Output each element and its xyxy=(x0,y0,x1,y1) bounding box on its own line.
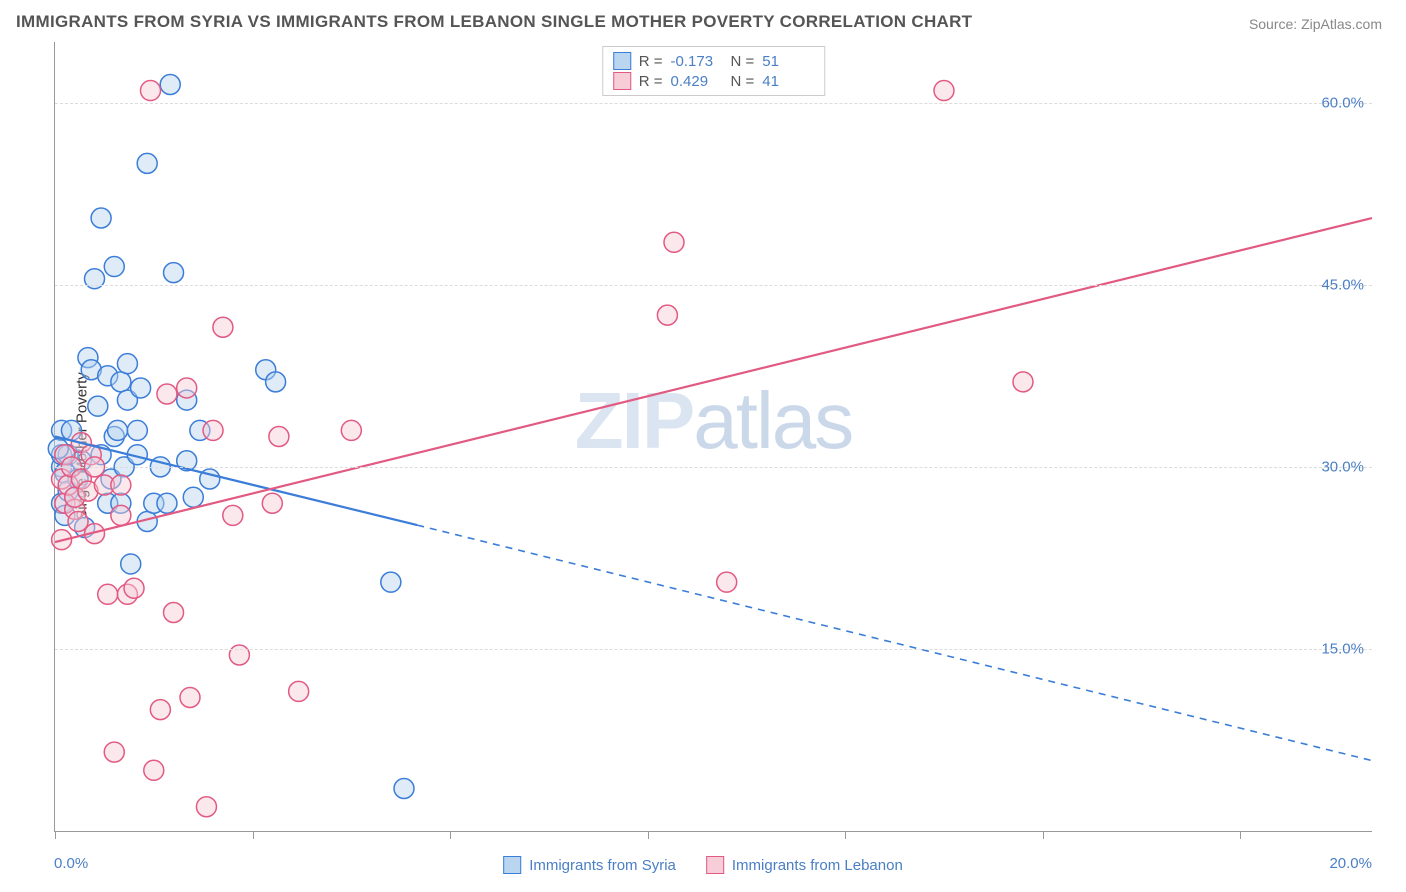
data-point-syria xyxy=(91,208,111,228)
swatch-syria xyxy=(613,52,631,70)
swatch-syria xyxy=(503,856,521,874)
correlation-legend: R = -0.173 N = 51 R = 0.429 N = 41 xyxy=(602,46,826,96)
data-point-lebanon xyxy=(934,81,954,101)
data-point-syria xyxy=(127,420,147,440)
data-point-lebanon xyxy=(124,578,144,598)
r-value-lebanon: 0.429 xyxy=(671,73,723,90)
data-point-syria xyxy=(157,493,177,513)
x-tick xyxy=(648,831,649,839)
data-point-syria xyxy=(117,354,137,374)
legend-item-lebanon: Immigrants from Lebanon xyxy=(706,856,903,874)
n-value-syria: 51 xyxy=(762,53,814,70)
n-label: N = xyxy=(731,53,755,70)
data-point-lebanon xyxy=(164,603,184,623)
data-point-lebanon xyxy=(144,760,164,780)
data-point-lebanon xyxy=(203,420,223,440)
plot-area: ZIPatlas R = -0.173 N = 51 R = 0.429 N =… xyxy=(54,42,1372,832)
data-point-syria xyxy=(88,396,108,416)
data-point-syria xyxy=(164,263,184,283)
correlation-row-lebanon: R = 0.429 N = 41 xyxy=(613,71,815,91)
data-point-syria xyxy=(131,378,151,398)
data-point-lebanon xyxy=(180,687,200,707)
data-point-lebanon xyxy=(98,584,118,604)
trendline-syria-dashed xyxy=(417,525,1372,760)
data-point-syria xyxy=(183,487,203,507)
data-point-lebanon xyxy=(104,742,124,762)
trendline-lebanon xyxy=(55,218,1372,542)
data-point-syria xyxy=(121,554,141,574)
chart-title: IMMIGRANTS FROM SYRIA VS IMMIGRANTS FROM… xyxy=(16,12,972,32)
data-point-lebanon xyxy=(111,505,131,525)
x-tick xyxy=(1043,831,1044,839)
data-point-lebanon xyxy=(289,681,309,701)
data-point-lebanon xyxy=(157,384,177,404)
n-value-lebanon: 41 xyxy=(762,73,814,90)
x-tick xyxy=(450,831,451,839)
swatch-lebanon xyxy=(613,72,631,90)
swatch-lebanon xyxy=(706,856,724,874)
gridline-h xyxy=(55,285,1372,286)
r-value-syria: -0.173 xyxy=(671,53,723,70)
data-point-lebanon xyxy=(196,797,216,817)
gridline-h xyxy=(55,467,1372,468)
data-point-lebanon xyxy=(223,505,243,525)
data-point-syria xyxy=(381,572,401,592)
x-tick-label-max: 20.0% xyxy=(1329,855,1372,872)
data-point-lebanon xyxy=(1013,372,1033,392)
gridline-h xyxy=(55,103,1372,104)
data-point-lebanon xyxy=(717,572,737,592)
data-point-lebanon xyxy=(341,420,361,440)
source-name: ZipAtlas.com xyxy=(1301,16,1382,32)
data-point-lebanon xyxy=(177,378,197,398)
x-tick xyxy=(253,831,254,839)
data-point-lebanon xyxy=(111,475,131,495)
y-tick-label: 45.0% xyxy=(1321,276,1364,293)
data-point-syria xyxy=(266,372,286,392)
x-tick-label-min: 0.0% xyxy=(54,855,88,872)
source-prefix: Source: xyxy=(1249,16,1301,32)
data-point-syria xyxy=(111,372,131,392)
data-point-lebanon xyxy=(664,232,684,252)
legend-label-lebanon: Immigrants from Lebanon xyxy=(732,857,903,874)
x-tick xyxy=(845,831,846,839)
n-label: N = xyxy=(731,73,755,90)
chart-svg xyxy=(55,42,1372,831)
data-point-syria xyxy=(108,420,128,440)
data-point-lebanon xyxy=(262,493,282,513)
x-tick xyxy=(1240,831,1241,839)
data-point-lebanon xyxy=(657,305,677,325)
y-tick-label: 30.0% xyxy=(1321,458,1364,475)
gridline-h xyxy=(55,649,1372,650)
data-point-syria xyxy=(104,257,124,277)
data-point-lebanon xyxy=(213,317,233,337)
legend-item-syria: Immigrants from Syria xyxy=(503,856,676,874)
data-point-lebanon xyxy=(150,700,170,720)
series-legend: Immigrants from Syria Immigrants from Le… xyxy=(503,856,903,874)
y-tick-label: 60.0% xyxy=(1321,94,1364,111)
data-point-syria xyxy=(394,779,414,799)
legend-label-syria: Immigrants from Syria xyxy=(529,857,676,874)
correlation-row-syria: R = -0.173 N = 51 xyxy=(613,51,815,71)
data-point-syria xyxy=(160,74,180,94)
y-tick-label: 15.0% xyxy=(1321,640,1364,657)
data-point-lebanon xyxy=(269,427,289,447)
x-tick xyxy=(55,831,56,839)
data-point-syria xyxy=(137,153,157,173)
r-label: R = xyxy=(639,53,663,70)
r-label: R = xyxy=(639,73,663,90)
source-attribution: Source: ZipAtlas.com xyxy=(1249,16,1382,32)
data-point-lebanon xyxy=(140,81,160,101)
data-point-lebanon xyxy=(68,511,88,531)
